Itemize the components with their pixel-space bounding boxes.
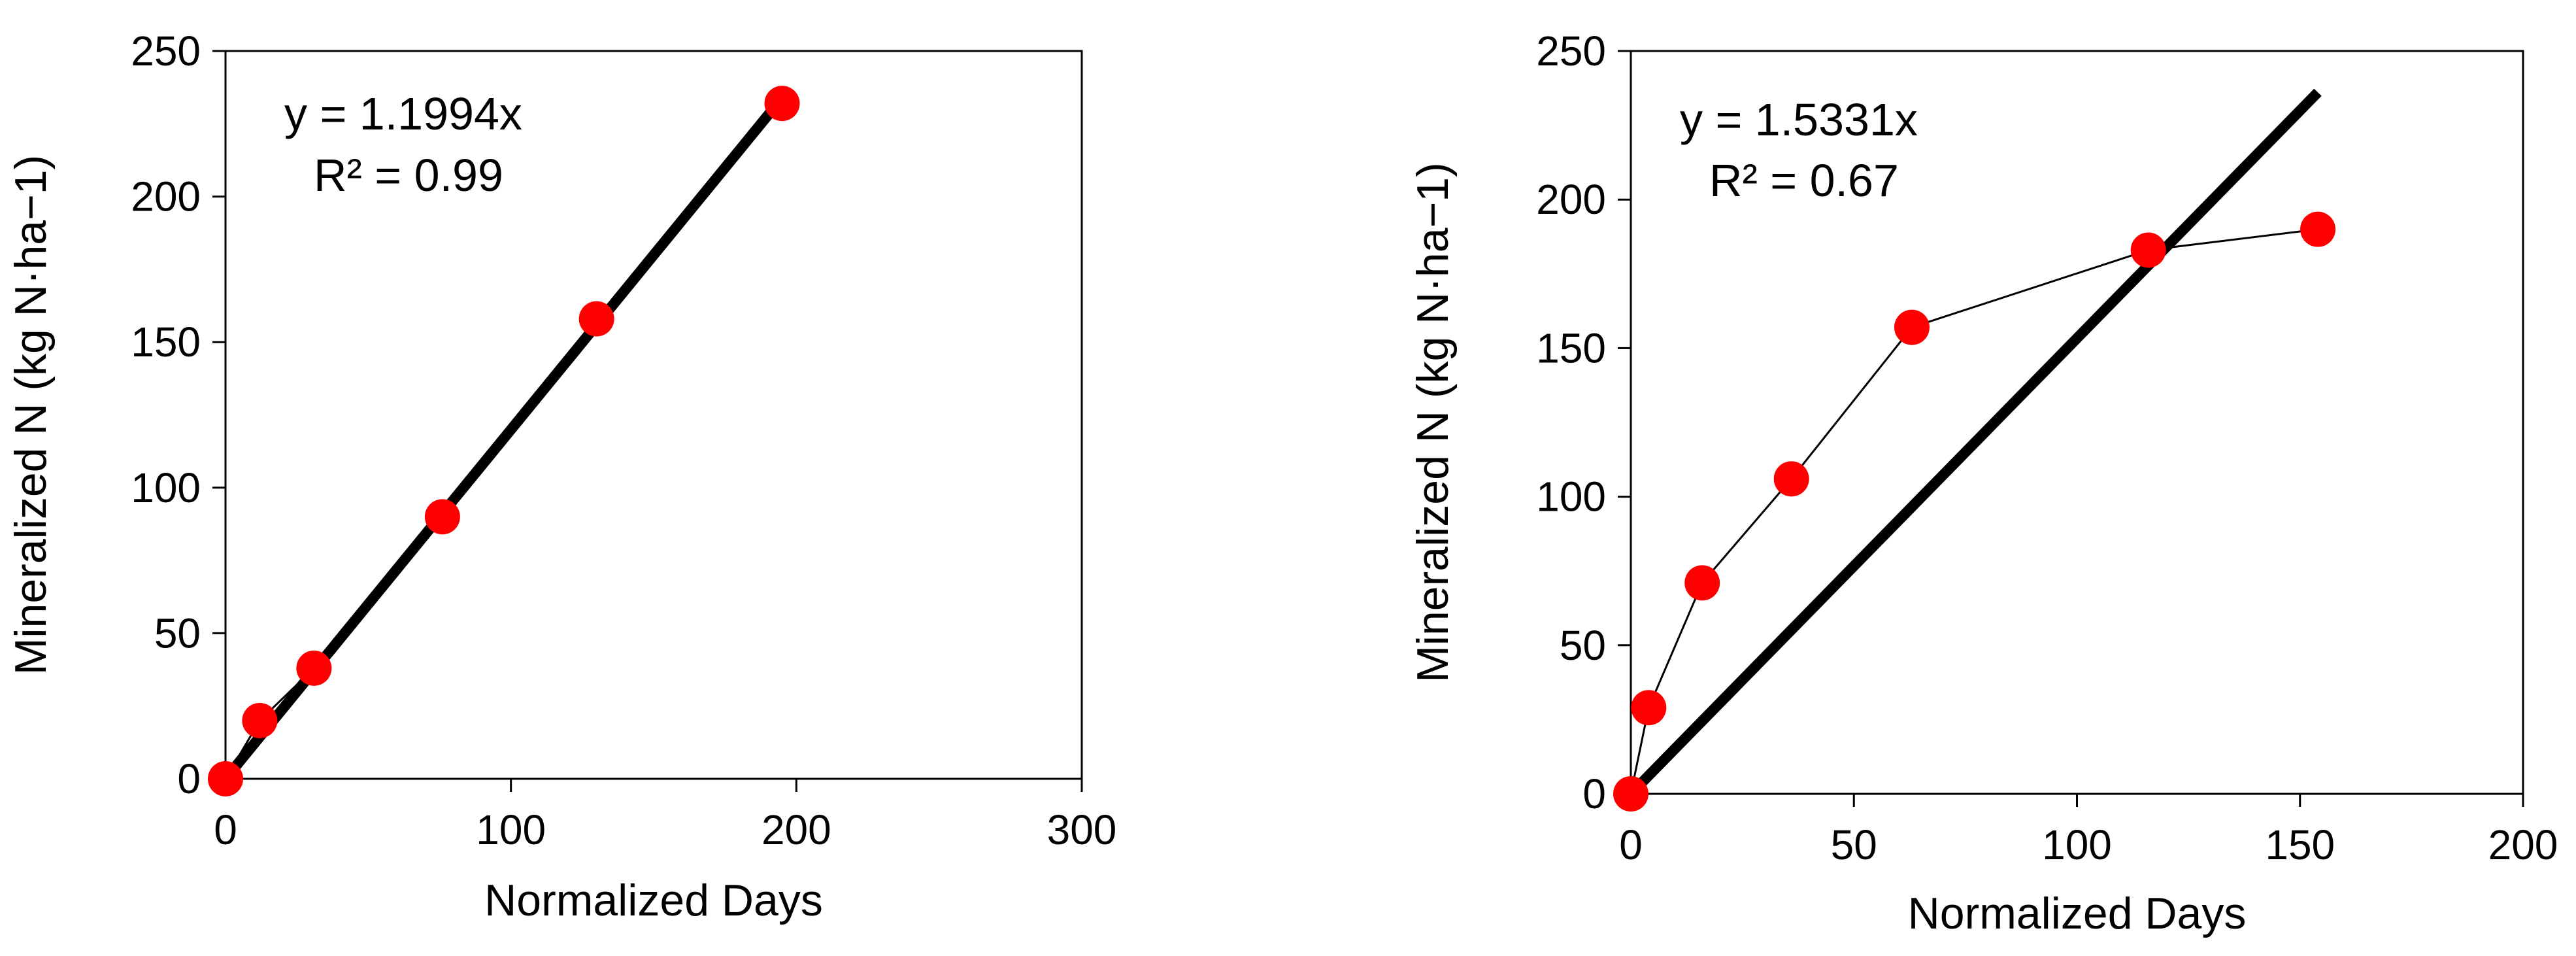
y-tick-label: 250 xyxy=(131,27,201,75)
y-axis-title: Mineralized N (kg N·ha−1) xyxy=(6,155,56,675)
x-tick-label: 200 xyxy=(2488,821,2558,868)
data-point xyxy=(1684,565,1720,601)
data-point xyxy=(1613,776,1648,811)
y-tick-label: 0 xyxy=(177,755,201,802)
data-point xyxy=(2300,211,2336,247)
y-tick-label: 50 xyxy=(154,609,201,657)
x-axis-title: Normalized Days xyxy=(484,876,823,925)
data-point xyxy=(1631,690,1667,726)
y-tick-label: 150 xyxy=(131,318,201,366)
x-tick-label: 0 xyxy=(214,806,237,853)
series-line xyxy=(1630,228,2318,794)
x-tick-label: 300 xyxy=(1047,806,1117,853)
plot-area-frame xyxy=(224,50,1083,780)
x-tick-label: 0 xyxy=(1619,821,1643,868)
y-axis-title: Mineralized N (kg N·ha−1) xyxy=(1408,162,1458,683)
x-axis-title: Normalized Days xyxy=(1908,889,2247,938)
data-point xyxy=(1894,309,1930,345)
x-tick-label: 150 xyxy=(2265,821,2335,868)
y-tick-label: 0 xyxy=(1582,770,1606,817)
x-tick-label: 100 xyxy=(476,806,546,853)
y-tick-label: 100 xyxy=(1536,473,1606,521)
data-point xyxy=(208,761,243,796)
y-tick-label: 100 xyxy=(131,464,201,511)
chart-1: 0 100 200 300 0 50 100 150 200 250 Normalized Days… xyxy=(6,27,1116,925)
data-point xyxy=(2130,232,2166,268)
data-point xyxy=(578,301,614,337)
equation-label: y = 1.1994x xyxy=(284,88,522,139)
r-squared-label: R² = 0.99 xyxy=(314,150,503,201)
x-tick-label: 100 xyxy=(2042,821,2112,868)
data-point xyxy=(296,650,332,686)
x-tick-label: 50 xyxy=(1831,821,1877,868)
data-point xyxy=(424,499,460,535)
chart-2: 0 50 100 150 200 0 50 100 150 200 250 Normalized Da… xyxy=(1408,27,2558,938)
y-tick-label: 200 xyxy=(1536,176,1606,223)
x-tick-label: 200 xyxy=(761,806,831,853)
y-tick-label: 50 xyxy=(1560,622,1606,669)
data-point xyxy=(1773,461,1809,497)
data-point xyxy=(242,702,278,738)
y-tick-label: 250 xyxy=(1536,27,1606,75)
r-squared-label: R² = 0.67 xyxy=(1709,155,1899,206)
trendline xyxy=(1627,88,2322,798)
y-tick-label: 150 xyxy=(1536,324,1606,371)
y-tick-label: 200 xyxy=(131,173,201,220)
data-point xyxy=(764,86,800,122)
equation-label: y = 1.5331x xyxy=(1680,94,1918,145)
